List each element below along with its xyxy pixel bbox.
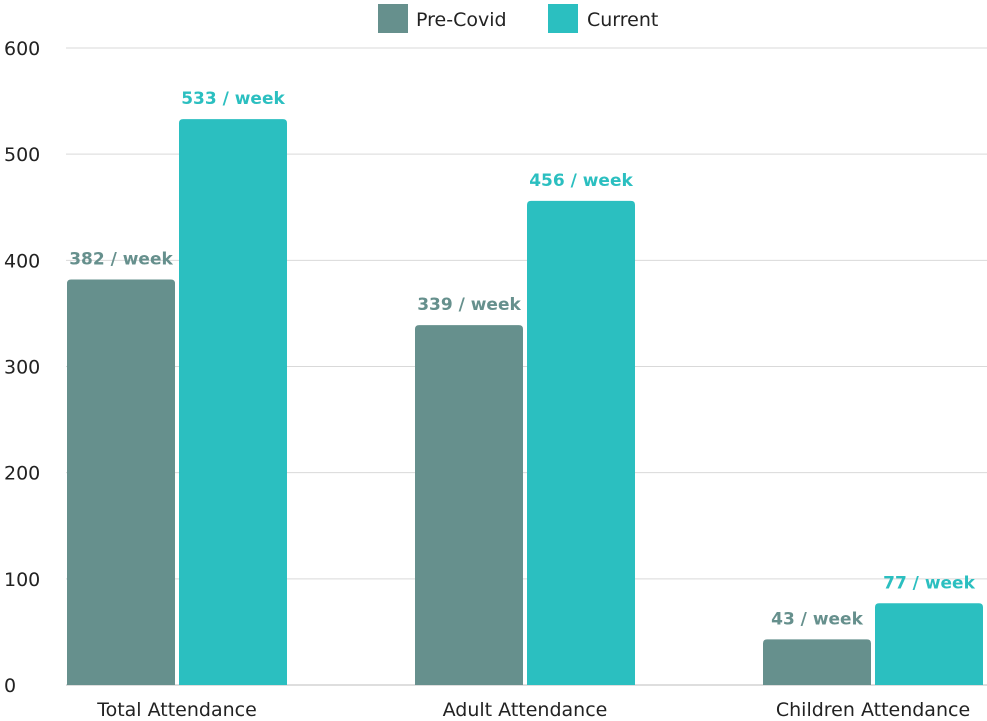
y-tick-label: 500 bbox=[4, 144, 40, 166]
data-label: 339 / week bbox=[417, 295, 521, 315]
data-label: 77 / week bbox=[883, 573, 975, 593]
y-tick-label: 400 bbox=[4, 250, 40, 272]
data-label: 456 / week bbox=[529, 171, 633, 191]
x-category-label: Children Attendance bbox=[776, 699, 970, 721]
x-axis: Total Attendance Adult Attendance Children… bbox=[96, 699, 970, 721]
data-label: 43 / week bbox=[771, 609, 863, 629]
bar-current-1 bbox=[527, 200, 635, 685]
y-tick-label: 200 bbox=[4, 463, 40, 485]
x-category-label: Adult Attendance bbox=[443, 699, 608, 721]
data-labels: 382 / week 533 / week 339 / week 456 / week… bbox=[69, 89, 975, 629]
bar-pre-covid-2 bbox=[763, 639, 871, 685]
legend-label-current: Current bbox=[587, 9, 658, 31]
bar-pre-covid-0 bbox=[67, 279, 175, 685]
legend-swatch-pre-covid bbox=[378, 4, 408, 33]
legend: Pre-Covid Current bbox=[378, 4, 658, 33]
bar-pre-covid-1 bbox=[415, 325, 523, 685]
y-tick-label: 100 bbox=[4, 569, 40, 591]
bar-current-0 bbox=[179, 119, 287, 686]
data-label: 382 / week bbox=[69, 249, 173, 269]
legend-label-pre-covid: Pre-Covid bbox=[416, 9, 507, 31]
y-tick-label: 600 bbox=[4, 38, 40, 60]
y-tick-label: 300 bbox=[4, 357, 40, 379]
y-tick-label: 0 bbox=[4, 675, 16, 697]
x-category-label: Total Attendance bbox=[96, 699, 257, 721]
bars bbox=[67, 119, 983, 686]
legend-swatch-current bbox=[548, 4, 578, 33]
bar-current-2 bbox=[875, 603, 983, 685]
data-label: 533 / week bbox=[181, 89, 285, 109]
y-axis: 0 100 200 300 400 500 600 bbox=[4, 38, 40, 697]
